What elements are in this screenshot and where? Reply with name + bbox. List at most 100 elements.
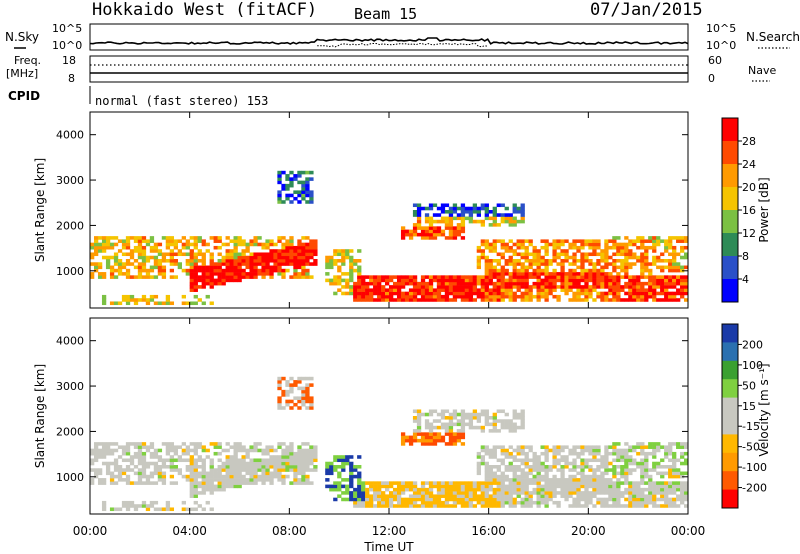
- heatmap-cell: [568, 481, 573, 485]
- heatmap-cell: [273, 461, 278, 466]
- heatmap-cell: [353, 268, 358, 273]
- heatmap-cell: [345, 278, 350, 283]
- heatmap-cell: [640, 245, 645, 250]
- heatmap-cell: [668, 442, 673, 446]
- heatmap-cell: [520, 468, 525, 472]
- heatmap-cell: [189, 487, 194, 492]
- heatmap-cell: [117, 471, 123, 476]
- heatmap-cell: [620, 458, 625, 463]
- heatmap-cell: [604, 259, 609, 263]
- heatmap-cell: [369, 298, 374, 302]
- heatmap-cell: [652, 465, 657, 469]
- heatmap-cell: [664, 491, 669, 495]
- heatmap-cell: [357, 294, 362, 299]
- heatmap-cell: [329, 265, 334, 270]
- heatmap-cell: [213, 478, 218, 482]
- heatmap-cell: [277, 177, 282, 181]
- heatmap-cell: [273, 259, 278, 263]
- heatmap-cell: [392, 487, 398, 492]
- heatmap-cell: [416, 232, 422, 237]
- heatmap-cell: [624, 245, 629, 250]
- heatmap-cell: [225, 461, 230, 466]
- heatmap-cell: [564, 288, 569, 292]
- heatmap-cell: [381, 504, 386, 508]
- heatmap-cell: [157, 465, 163, 469]
- heatmap-cell: [444, 236, 450, 240]
- heatmap-cell: [512, 465, 517, 469]
- heatmap-cell: [604, 285, 609, 289]
- heatmap-cell: [309, 249, 314, 253]
- heatmap-cell: [93, 458, 99, 463]
- heatmap-cell: [241, 474, 246, 479]
- heatmap-cell: [608, 445, 613, 449]
- heatmap-cell: [560, 471, 565, 476]
- heatmap-cell: [464, 298, 470, 302]
- heatmap-cell: [369, 481, 374, 485]
- heatmap-cell: [177, 262, 182, 266]
- heatmap-cell: [149, 298, 155, 302]
- heatmap-cell: [640, 471, 645, 476]
- heatmap-cell: [504, 278, 509, 283]
- heatmap-cell: [281, 236, 286, 240]
- heatmap-cell: [217, 262, 222, 266]
- heatmap-cell: [628, 255, 633, 260]
- heatmap-cell: [169, 301, 175, 306]
- heatmap-cell: [460, 288, 466, 292]
- heatmap-cell: [656, 265, 661, 270]
- heatmap-cell: [644, 461, 649, 466]
- heatmap-cell: [412, 210, 418, 214]
- heatmap-cell: [253, 458, 258, 463]
- heatmap-cell: [576, 285, 581, 289]
- heatmap-cell: [536, 265, 541, 270]
- heatmap-cell: [456, 278, 462, 283]
- heatmap-cell: [516, 478, 521, 482]
- heatmap-cell: [516, 262, 521, 266]
- heatmap-cell: [568, 494, 573, 498]
- heatmap-cell: [436, 481, 442, 485]
- heatmap-cell: [668, 445, 673, 449]
- heatmap-cell: [149, 239, 155, 243]
- heatmap-cell: [516, 275, 521, 279]
- heatmap-cell: [544, 478, 549, 482]
- heatmap-cell: [229, 265, 234, 270]
- heatmap-cell: [648, 481, 653, 485]
- heatmap-cell: [676, 281, 681, 286]
- heatmap-cell: [109, 471, 115, 476]
- heatmap-cell: [329, 471, 334, 476]
- heatmap-cell: [189, 474, 194, 479]
- colorbar-tick-label: 100: [742, 359, 763, 372]
- heatmap-cell: [428, 219, 434, 224]
- heatmap-cell: [185, 259, 190, 263]
- heatmap-cell: [133, 298, 139, 302]
- heatmap-cell: [109, 265, 115, 270]
- heatmap-cell: [325, 255, 330, 260]
- heatmap-cell: [456, 487, 462, 492]
- heatmap-cell: [664, 278, 669, 283]
- heatmap-cell: [309, 245, 314, 250]
- heatmap-cell: [105, 451, 111, 456]
- heatmap-cell: [361, 497, 366, 502]
- heatmap-cell: [149, 268, 155, 273]
- heatmap-cell: [209, 278, 214, 283]
- heatmap-cell: [428, 412, 434, 417]
- heatmap-cell: [109, 478, 115, 482]
- colorbar-swatch: [722, 141, 738, 165]
- heatmap-cell: [520, 272, 525, 276]
- heatmap-cell: [440, 288, 446, 292]
- heatmap-cell: [640, 474, 645, 479]
- heatmap-cell: [664, 245, 669, 250]
- heatmap-cell: [488, 275, 493, 279]
- heatmap-cell: [197, 481, 202, 485]
- heatmap-cell: [584, 504, 589, 508]
- heatmap-cell: [129, 481, 135, 485]
- heatmap-cell: [157, 474, 163, 479]
- heatmap-cell: [189, 262, 194, 266]
- heatmap-cell: [608, 497, 613, 502]
- heatmap-cell: [157, 301, 163, 306]
- heatmap-cell: [237, 262, 242, 266]
- heatmap-cell: [165, 500, 171, 505]
- heatmap-cell: [576, 445, 581, 449]
- colorbar-swatch: [722, 360, 738, 380]
- heatmap-cell: [648, 272, 653, 276]
- heatmap-cell: [225, 249, 230, 253]
